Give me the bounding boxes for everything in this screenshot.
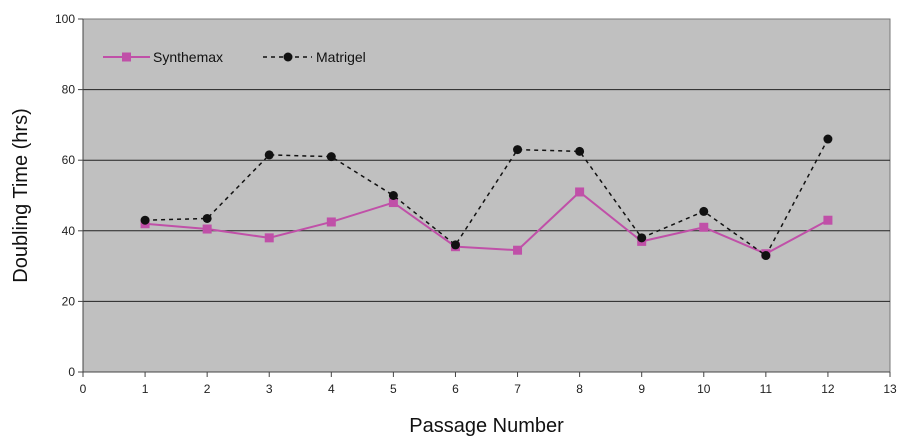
x-tick-labels: 0 1 2 3 4 5 6 7 8 9 10 11 12 13 [80, 382, 897, 396]
y-tick-label-0: 0 [68, 365, 75, 379]
point-matrigel-1 [140, 215, 150, 225]
point-synthemax-12 [823, 215, 833, 225]
point-synthemax-7 [513, 245, 523, 255]
point-synthemax-2 [202, 224, 212, 234]
point-synthemax-8 [575, 187, 585, 197]
x-tick-label-5: 5 [390, 382, 397, 396]
y-axis-title: Doubling Time (hrs) [10, 108, 32, 283]
point-synthemax-3 [264, 233, 274, 243]
point-matrigel-8 [575, 146, 585, 156]
y-tick-label-80: 80 [62, 83, 76, 97]
point-matrigel-12 [823, 134, 833, 144]
legend-marker-synthemax [122, 52, 131, 62]
legend-marker-matrigel [283, 52, 293, 62]
x-tick-label-2: 2 [204, 382, 211, 396]
x-tick-label-4: 4 [328, 382, 335, 396]
point-matrigel-10 [699, 206, 709, 216]
x-tick-label-1: 1 [142, 382, 149, 396]
x-tick-label-6: 6 [452, 382, 459, 396]
y-tick-label-20: 20 [62, 294, 76, 308]
x-tick-label-0: 0 [80, 382, 87, 396]
series-line-synthemax [144, 190, 829, 255]
point-matrigel-9 [637, 233, 647, 243]
x-tick-label-10: 10 [697, 382, 711, 396]
point-matrigel-6 [450, 240, 460, 250]
plot-area [82, 18, 891, 373]
axes [78, 18, 891, 377]
x-tick-label-12: 12 [821, 382, 835, 396]
x-tick-label-8: 8 [576, 382, 583, 396]
point-matrigel-2 [202, 213, 212, 223]
y-tick-labels: 0 20 40 60 80 100 [55, 12, 75, 379]
point-matrigel-5 [388, 191, 398, 200]
series-line-matrigel [145, 138, 829, 257]
point-matrigel-4 [326, 152, 336, 162]
x-tick-label-7: 7 [514, 382, 521, 396]
legend: Synthemax Matrigel [103, 49, 366, 65]
point-matrigel-3 [264, 150, 274, 160]
legend-label-matrigel: Matrigel [316, 49, 366, 65]
legend-label-synthemax: Synthemax [153, 49, 223, 65]
y-tick-label-40: 40 [62, 224, 76, 238]
x-tick-label-3: 3 [266, 382, 273, 396]
x-tick-label-13: 13 [883, 382, 897, 396]
series-layer [140, 134, 833, 261]
point-synthemax-4 [326, 217, 336, 227]
x-tick-label-9: 9 [638, 382, 645, 396]
point-synthemax-10 [699, 222, 709, 232]
point-matrigel-7 [513, 145, 523, 155]
x-tick-label-11: 11 [760, 382, 773, 396]
point-matrigel-11 [761, 251, 771, 261]
x-axis-title: Passage Number [409, 415, 564, 437]
y-tick-label-100: 100 [55, 12, 75, 26]
y-tick-label-60: 60 [62, 153, 76, 167]
point-synthemax-5 [388, 198, 398, 208]
